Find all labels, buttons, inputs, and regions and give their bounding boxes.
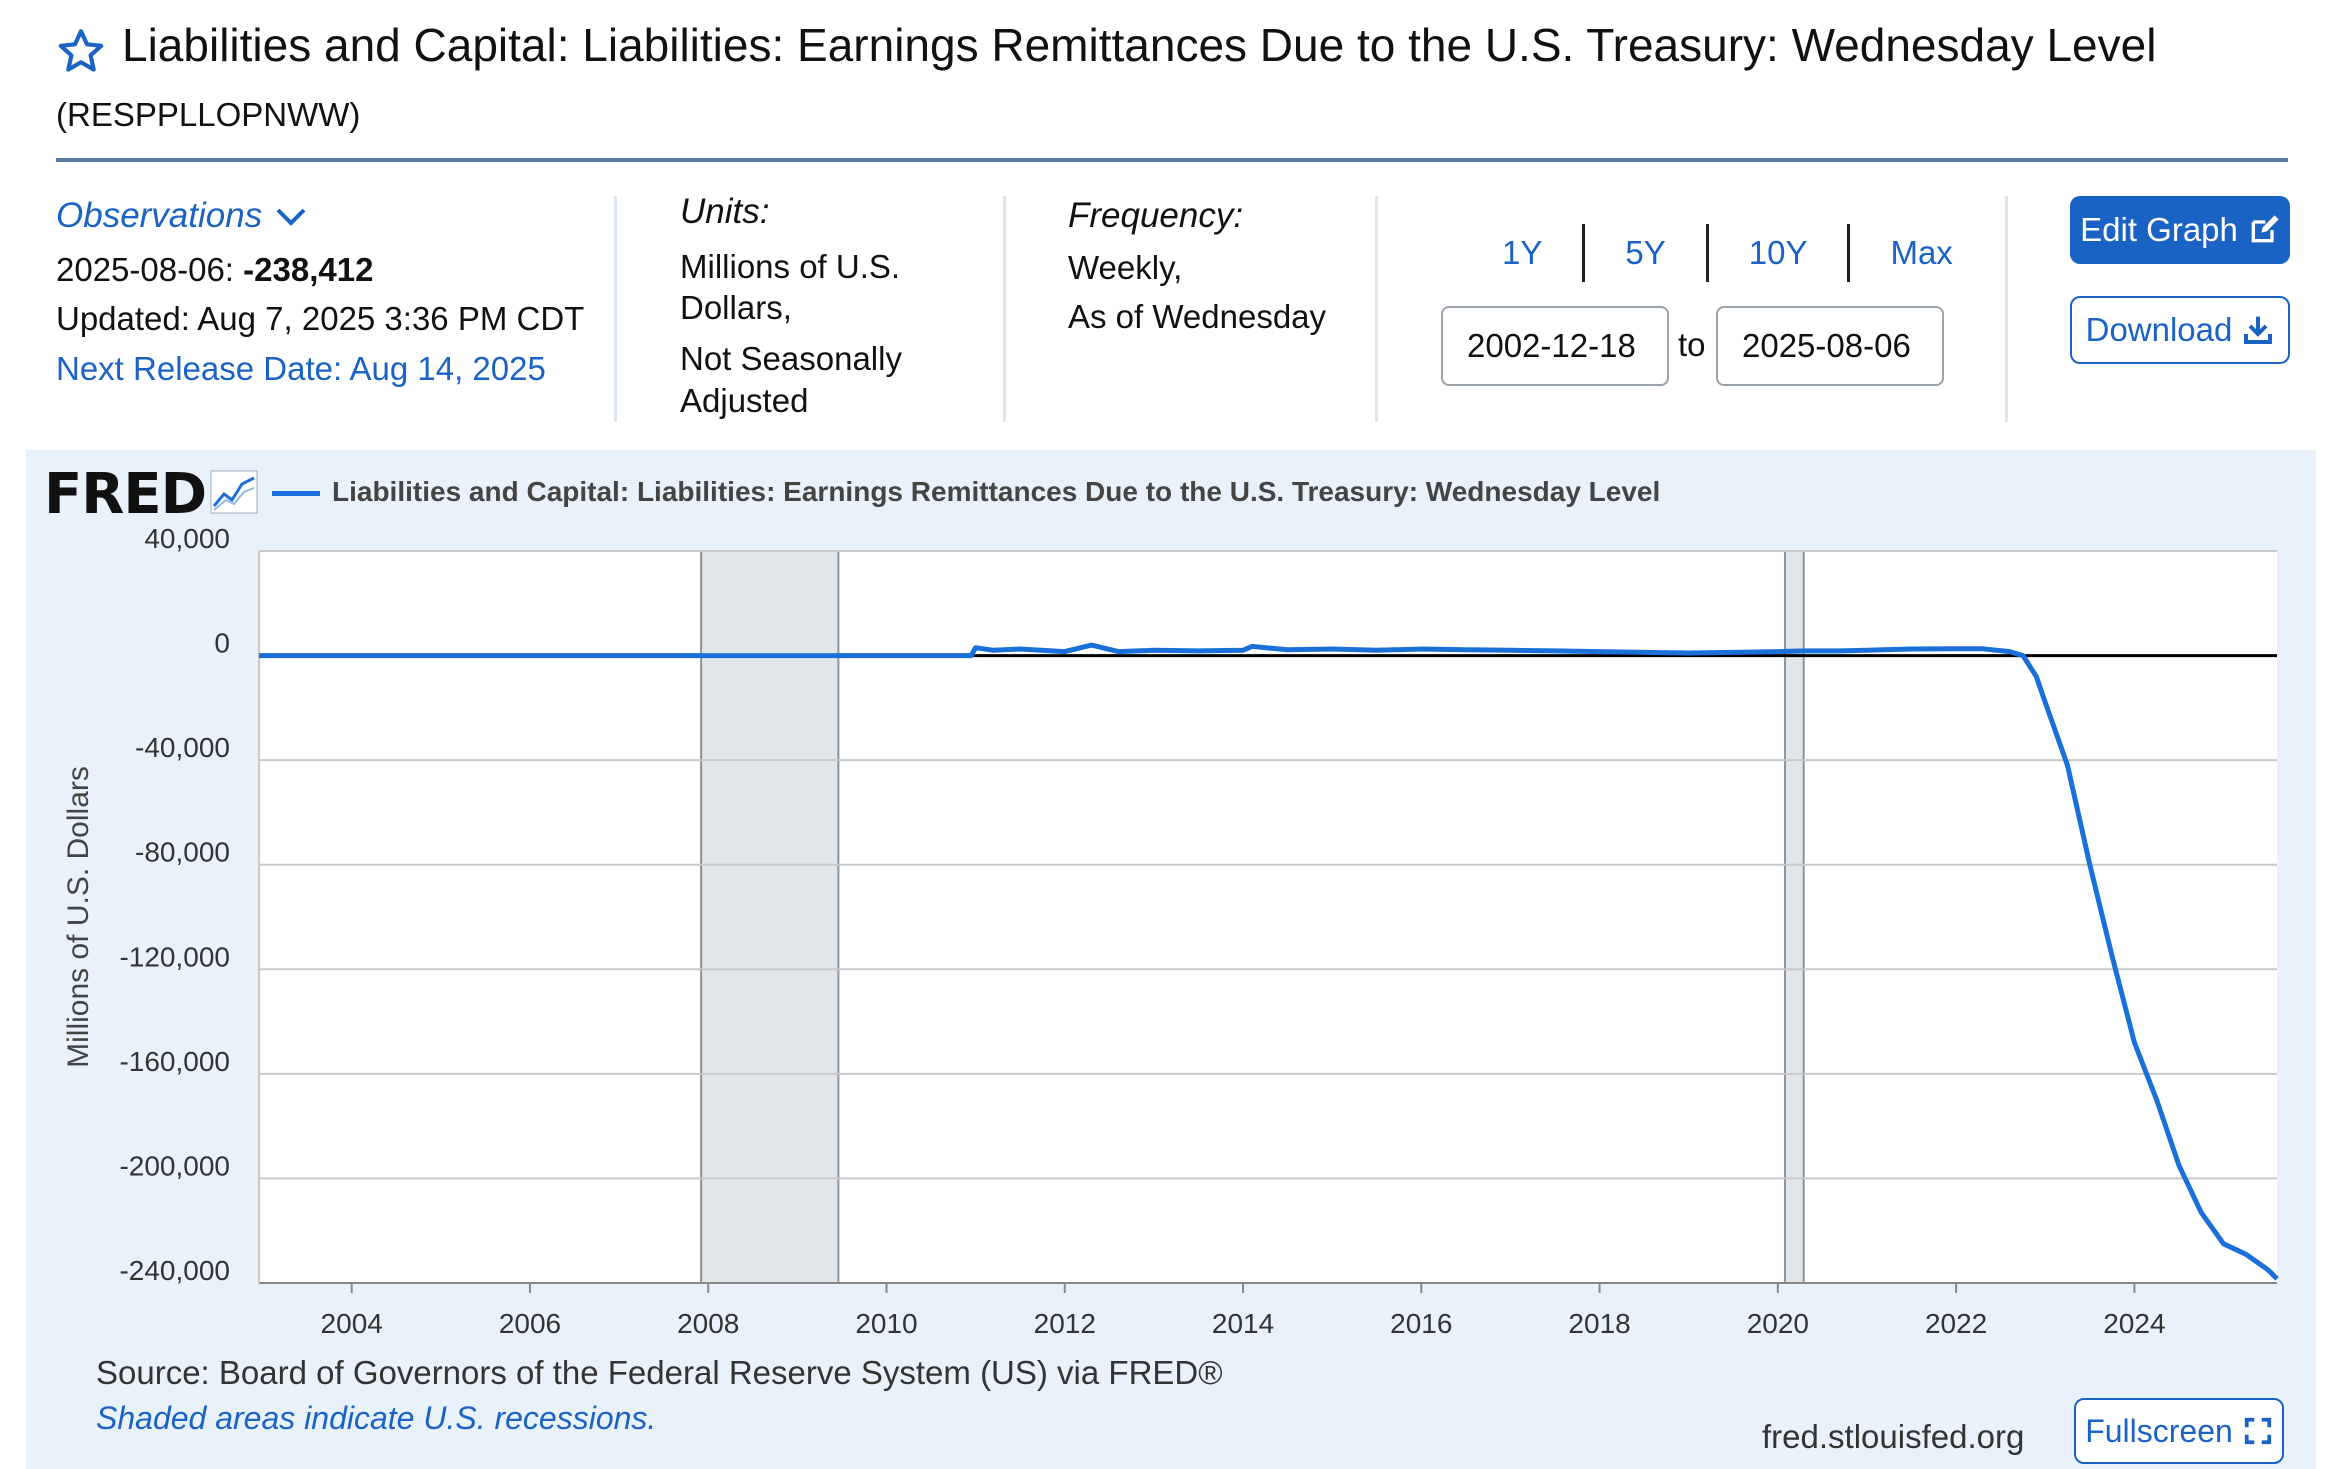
frequency-line2: As of Wednesday (1068, 298, 1327, 335)
legend-label: Liabilities and Capital: Liabilities: Ea… (332, 476, 1661, 507)
x-tick-label: 2016 (1390, 1308, 1452, 1339)
frequency-label: Frequency: (1068, 196, 1244, 235)
range-10y-button[interactable]: 10Y (1705, 224, 1848, 282)
x-tick-label: 2012 (1034, 1308, 1096, 1339)
observations-dropdown[interactable]: Observations (56, 190, 308, 243)
fullscreen-icon (2244, 1417, 2271, 1445)
x-tick-label: 2020 (1747, 1308, 1809, 1339)
observation-date: 2025-08-06: (56, 250, 234, 288)
series-id: (RESPPLLOPNWW) (56, 96, 361, 133)
series-line (259, 642, 2279, 1281)
observation-value: -238,412 (243, 250, 374, 288)
y-axis-label: Millions of U.S. Dollars (62, 766, 95, 1068)
edit-icon (2251, 215, 2279, 243)
units-label: Units: (680, 192, 770, 231)
frequency-panel: Frequency: Weekly, As of Wednesday (1068, 190, 1368, 420)
fullscreen-label: Fullscreen (2085, 1412, 2233, 1449)
fred-chart-icon (210, 470, 258, 514)
x-tick-label: 2018 (1568, 1308, 1630, 1339)
units-line3: Not Seasonally (680, 340, 902, 378)
x-tick-label: 2010 (855, 1308, 917, 1339)
fullscreen-button[interactable]: Fullscreen (2074, 1398, 2284, 1464)
divider (1003, 196, 1006, 422)
download-button[interactable]: Download (2070, 296, 2290, 364)
units-line4: Adjusted (680, 381, 809, 419)
edit-graph-label: Edit Graph (2080, 211, 2238, 248)
units-line2: Dollars, (680, 289, 792, 326)
to-label: to (1678, 326, 1706, 363)
site-url: fred.stlouisfed.org (1762, 1418, 2025, 1455)
x-tick-label: 2006 (499, 1308, 561, 1339)
range-5y-button[interactable]: 5Y (1582, 224, 1705, 282)
line-chart: 40,000 0 -40,000 -80,000 -120,000 -160,000 -20… (62, 523, 2279, 1339)
download-icon (2244, 316, 2273, 344)
x-tick-label: 2008 (677, 1308, 739, 1339)
range-1y-button[interactable]: 1Y (1502, 234, 1543, 271)
divider (614, 196, 617, 422)
divider (2005, 196, 2008, 422)
divider (1375, 196, 1378, 422)
y-tick-label: -80,000 (135, 837, 230, 868)
observations-label: Observations (56, 196, 263, 235)
title-divider (56, 158, 2288, 162)
y-tick-label: -200,000 (119, 1150, 230, 1181)
download-label: Download (2085, 311, 2233, 348)
units-panel: Units: Millions of U.S. Dollars, Not Sea… (680, 190, 980, 420)
chevron-down-icon (276, 208, 306, 227)
start-date-input[interactable]: 2002-12-18 (1441, 306, 1669, 386)
y-tick-label: -40,000 (135, 732, 230, 763)
fred-logo: FRED (44, 462, 207, 527)
y-tick-label: 40,000 (144, 523, 230, 554)
y-tick-label: -240,000 (119, 1255, 230, 1286)
x-tick-label: 2014 (1212, 1308, 1274, 1339)
units-line1: Millions of U.S. (680, 247, 901, 285)
edit-graph-button[interactable]: Edit Graph (2070, 196, 2290, 264)
updated-text: Updated: Aug 7, 2025 3:36 PM CDT (56, 300, 585, 337)
range-max-button[interactable]: Max (1847, 224, 1992, 282)
x-tick-label: 2004 (321, 1308, 383, 1339)
page-title: Liabilities and Capital: Liabilities: Ea… (122, 19, 2157, 71)
end-date-input[interactable]: 2025-08-06 (1716, 306, 1944, 386)
recession-band (1783, 550, 1805, 1284)
next-release-text: Next Release Date: Aug 14, 2025 (56, 349, 546, 387)
range-selector: 1Y 5Y 10Y Max (1440, 224, 1993, 282)
recession-note[interactable]: Shaded areas indicate U.S. recessions. (96, 1400, 657, 1436)
y-tick-label: -160,000 (119, 1046, 230, 1077)
x-tick-label: 2024 (2103, 1308, 2165, 1339)
x-tick-label: 2022 (1925, 1308, 1987, 1339)
legend-swatch (272, 491, 320, 496)
frequency-line1: Weekly, (1068, 248, 1183, 286)
plot-area (259, 551, 2277, 1283)
source-text: Source: Board of Governors of the Federa… (96, 1354, 1223, 1391)
y-tick-label: -120,000 (119, 941, 230, 972)
favorite-star-icon[interactable] (56, 26, 106, 76)
observations-panel: Observations 2025-08-06: -238,412 Update… (56, 190, 596, 420)
y-tick-label: 0 (214, 628, 230, 659)
recession-band (700, 550, 840, 1284)
